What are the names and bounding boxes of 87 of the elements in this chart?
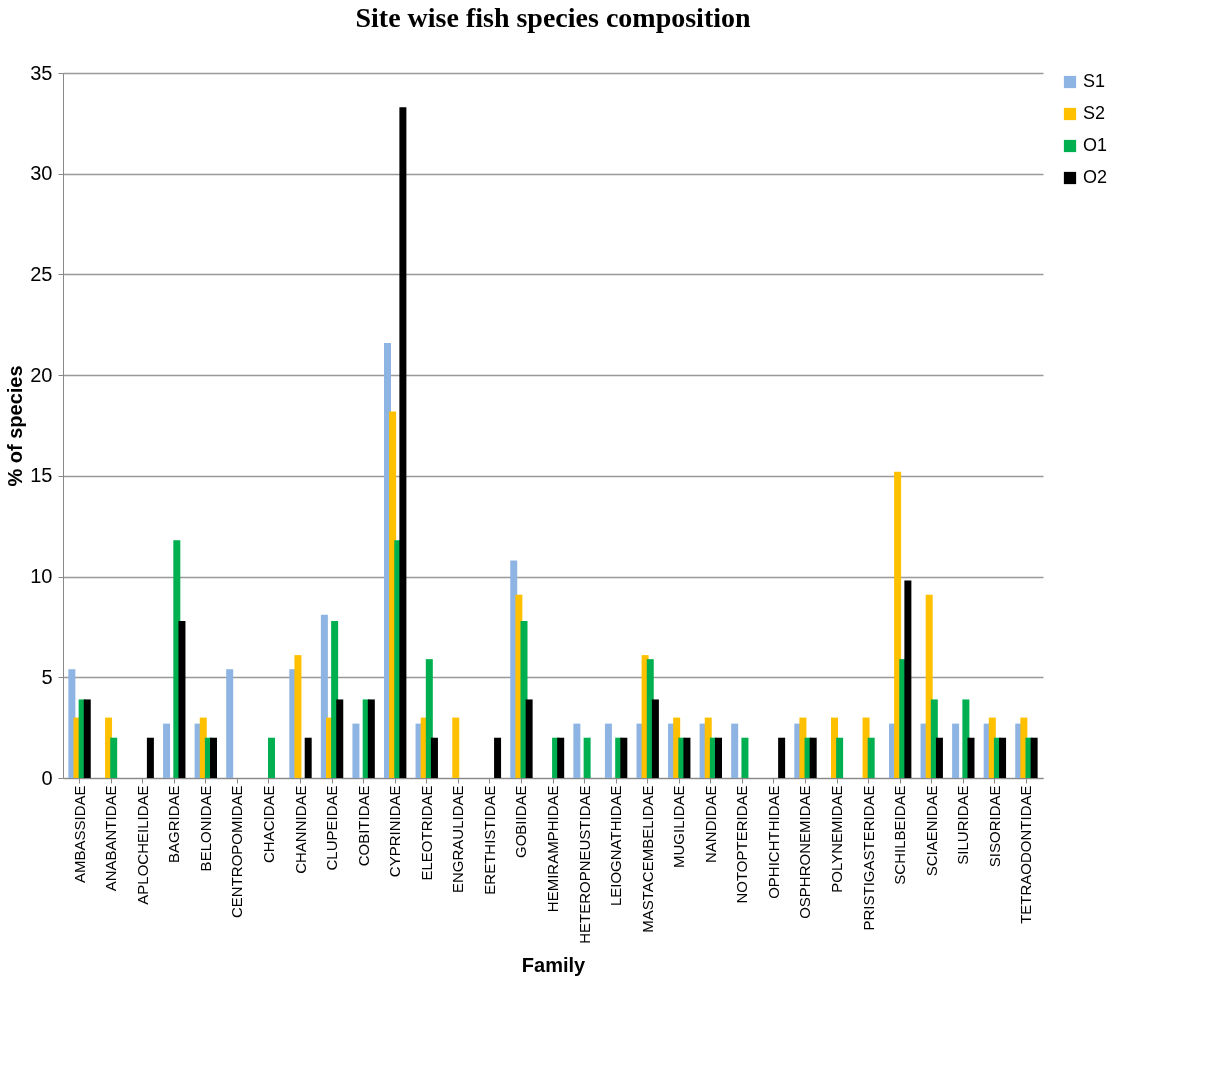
x-tick-label: CENTROPOMIDAE — [228, 785, 246, 919]
bar — [999, 737, 1007, 778]
y-tick-label: 20 — [30, 363, 53, 386]
bar — [494, 737, 502, 778]
bar — [430, 737, 438, 778]
bar — [399, 107, 407, 778]
bar — [304, 737, 312, 778]
bar — [741, 737, 749, 778]
bar — [809, 737, 817, 778]
bar — [210, 737, 218, 778]
x-tick-label: NANDIDAE — [701, 785, 719, 864]
bar — [731, 723, 739, 778]
x-tick-label: CHACIDAE — [259, 785, 277, 864]
bar — [683, 737, 691, 778]
legend-label: O2 — [1083, 167, 1108, 187]
x-tick-label: APLOCHEILIDAE — [133, 785, 151, 905]
bar — [178, 620, 186, 778]
x-axis-title: Family — [521, 953, 587, 976]
x-tick-label: OPHICHTHIDAE — [764, 785, 782, 899]
bar — [952, 723, 960, 778]
x-tick-label: OSPHRONEMIDAE — [796, 785, 814, 919]
legend-label: S2 — [1083, 103, 1106, 123]
x-tick-label: CLUPEIDAE — [323, 785, 341, 871]
bar — [904, 580, 912, 778]
legend-label: O1 — [1083, 135, 1108, 155]
bar — [1030, 737, 1038, 778]
bar — [583, 737, 591, 778]
bar — [226, 669, 234, 778]
x-tick-label: BAGRIDAE — [165, 785, 183, 864]
bar — [525, 699, 533, 778]
x-tick-label: CYPRINIDAE — [386, 785, 404, 878]
bar — [146, 737, 154, 778]
bar — [604, 723, 612, 778]
bar — [268, 737, 276, 778]
y-tick-label: 35 — [30, 61, 53, 84]
x-tick-label: MASTACEMBELIDAE — [638, 785, 656, 933]
x-tick-label: SILURIDAE — [954, 785, 972, 865]
bar — [294, 655, 302, 778]
bar — [867, 737, 875, 778]
bar — [573, 723, 581, 778]
x-tick-label: ELEOTRIDAE — [417, 785, 435, 881]
bar — [83, 699, 91, 778]
bar — [110, 737, 118, 778]
bar — [68, 669, 76, 778]
x-tick-label: COBITIDAE — [354, 785, 372, 867]
bar — [452, 717, 460, 778]
bar — [425, 659, 433, 778]
x-tick-label: ERETHISTIDAE — [480, 785, 498, 895]
bar — [367, 699, 375, 778]
bar — [967, 737, 975, 778]
legend-label: S1 — [1083, 71, 1106, 91]
x-tick-label: TETRAODONTIDAE — [1017, 785, 1035, 924]
y-tick-label: 30 — [30, 162, 53, 185]
x-tick-label: AMBASSIDAE — [70, 785, 88, 884]
bar — [651, 699, 659, 778]
bar — [557, 737, 565, 778]
x-tick-label: SISORIDAE — [985, 785, 1003, 868]
bar — [935, 737, 943, 778]
x-tick-label: ANABANTIDAE — [102, 785, 120, 892]
x-tick-label: CHANNIDAE — [291, 785, 309, 874]
bar — [778, 737, 786, 778]
bar — [336, 699, 344, 778]
y-axis-title: % of species — [4, 365, 27, 487]
y-tick-label: 5 — [41, 665, 53, 688]
bar — [620, 737, 628, 778]
x-tick-label: PRISTIGASTERIDAE — [859, 785, 877, 931]
y-tick-label: 25 — [30, 262, 53, 285]
x-tick-label: SCIAENIDAE — [922, 785, 940, 877]
bar — [715, 737, 722, 778]
x-tick-label: NOTOPTERIDAE — [733, 785, 751, 904]
y-tick-label: 15 — [30, 464, 53, 487]
chart-title: Site wise fish species composition — [355, 2, 751, 33]
bar — [836, 737, 844, 778]
bar — [799, 717, 807, 778]
y-tick-label: 10 — [30, 565, 53, 588]
x-tick-label: BELONIDAE — [196, 785, 214, 872]
x-tick-label: SCHILBEIDAE — [891, 785, 909, 885]
x-tick-label: LEIOGNATHIDAE — [607, 785, 625, 907]
y-tick-label: 0 — [41, 766, 53, 789]
x-tick-label: MUGILIDAE — [670, 785, 688, 869]
bar — [352, 723, 360, 778]
x-tick-label: ENGRAULIDAE — [449, 785, 467, 894]
x-tick-label: HETEROPNEUSTIDAE — [575, 785, 593, 944]
bar — [163, 723, 171, 778]
x-tick-label: POLYNEMIDAE — [828, 785, 846, 893]
x-tick-label: HEMIRAMPHIDAE — [544, 785, 561, 913]
x-tick-label: GOBIIDAE — [512, 785, 530, 859]
